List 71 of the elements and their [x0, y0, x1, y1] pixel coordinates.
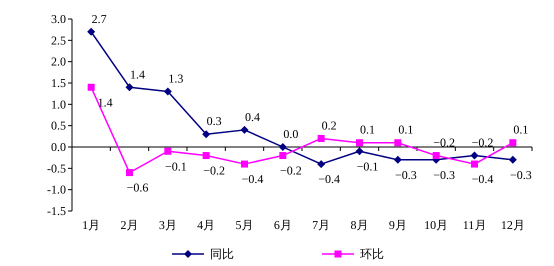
legend-label: 同比 [210, 247, 234, 261]
data-label: 0.3 [206, 114, 222, 128]
data-label: 1.3 [168, 72, 184, 86]
point [164, 88, 172, 96]
data-label: −0.3 [433, 168, 456, 182]
point [126, 83, 134, 92]
y-tick-label: 3.0 [51, 12, 66, 26]
point [202, 130, 210, 138]
x-tick-label: 12月 [500, 218, 525, 232]
x-tick-label: 11月 [462, 218, 486, 232]
data-label: −0.6 [126, 180, 148, 195]
data-label: −0.2 [203, 164, 226, 178]
data-label: 0.1 [513, 122, 528, 137]
y-tick-label: 0.0 [51, 140, 66, 154]
point [202, 152, 210, 160]
point [87, 28, 96, 36]
x-tick-label: 10月 [424, 218, 448, 232]
legend-label: 环比 [360, 247, 384, 261]
data-label: 1.4 [130, 67, 145, 82]
x-tick-label: 9月 [388, 218, 407, 232]
point [240, 126, 248, 134]
y-tick-label: 2.5 [51, 33, 66, 48]
point [241, 160, 248, 168]
point [508, 156, 517, 164]
point [432, 152, 440, 160]
point [88, 84, 95, 91]
data-label: −0.4 [318, 172, 340, 186]
y-tick-label: 1.0 [51, 97, 66, 112]
x-tick-label: 4月 [197, 218, 216, 232]
x-tick-label: 2月 [120, 218, 138, 232]
y-tick-label: 0.5 [51, 118, 66, 133]
x-tick-label: 3月 [158, 218, 177, 232]
y-tick-label: 2.0 [51, 54, 66, 69]
x-tick-label: 6月 [274, 218, 292, 232]
data-label: −0.4 [242, 172, 264, 186]
point [356, 147, 364, 156]
data-label: −0.2 [472, 136, 494, 150]
y-tick-label: 1.5 [51, 76, 66, 90]
data-label: 0.0 [283, 127, 298, 141]
point [470, 152, 478, 160]
data-label: −0.1 [164, 159, 187, 174]
data-label: −0.1 [356, 159, 378, 174]
point [394, 156, 402, 164]
y-tick-label: -1.5 [47, 204, 66, 218]
point [394, 139, 402, 146]
point [509, 139, 516, 146]
point [356, 139, 363, 146]
data-label: −0.3 [394, 168, 417, 182]
point [278, 143, 287, 151]
data-label: 0.2 [322, 118, 337, 132]
point [317, 160, 326, 168]
data-label: 1.4 [98, 95, 113, 110]
point [279, 152, 286, 160]
x-tick-label: 1月 [82, 218, 100, 232]
data-label: 0.4 [245, 110, 260, 124]
y-tick-label: -0.5 [47, 161, 66, 176]
x-tick-label: 5月 [236, 218, 254, 232]
point [471, 160, 478, 168]
x-tick-label: 8月 [350, 218, 368, 232]
data-label: 0.1 [360, 122, 375, 137]
data-label: −0.4 [472, 172, 494, 186]
point [126, 169, 133, 176]
y-tick-label: -1.0 [47, 182, 66, 197]
data-label: −0.2 [433, 136, 456, 150]
point [318, 134, 325, 142]
data-label: 0.1 [398, 122, 414, 137]
data-label: 2.7 [92, 12, 107, 26]
data-label: −0.3 [510, 168, 532, 182]
x-tick-label: 7月 [312, 218, 330, 232]
data-label: −0.2 [280, 164, 302, 178]
point [164, 148, 172, 155]
